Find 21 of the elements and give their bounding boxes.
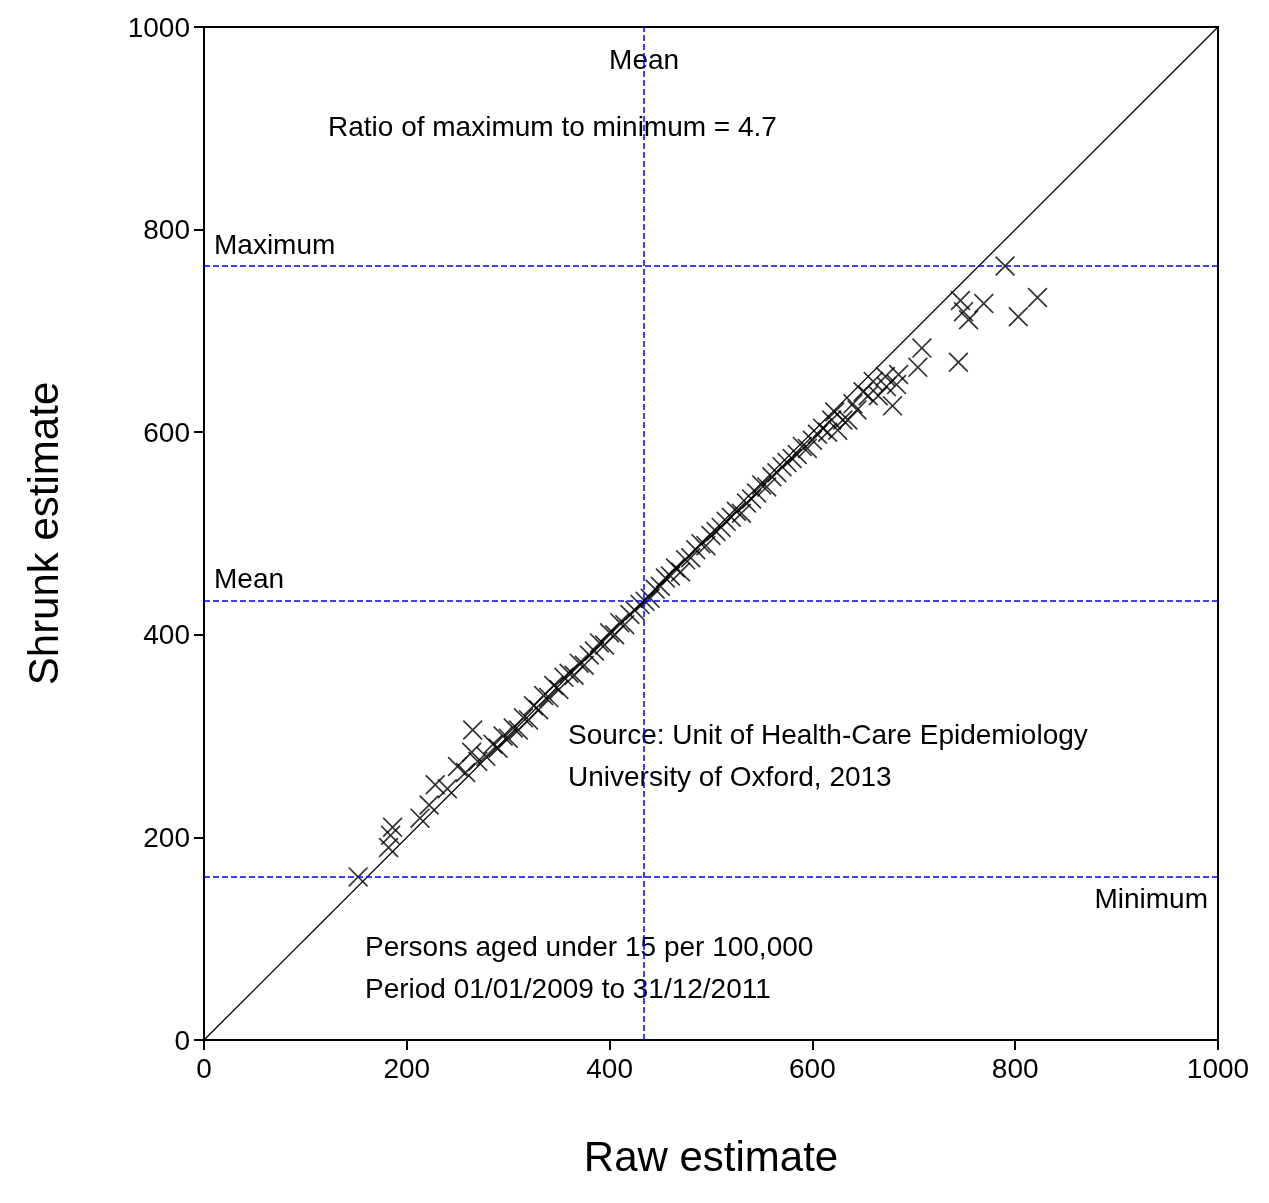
x-tick-label: 0 — [196, 1052, 212, 1084]
ref-line-label: Mean — [214, 562, 285, 594]
y-tick-label: 0 — [174, 1024, 190, 1056]
y-axis-title: Shrunk estimate — [19, 381, 67, 686]
ref-line-label: Mean — [609, 43, 680, 75]
x-tick-label: 800 — [991, 1052, 1039, 1084]
x-tick-label: 200 — [383, 1052, 431, 1084]
ref-line-label: Maximum — [214, 228, 336, 260]
y-tick-label: 1000 — [127, 11, 190, 43]
x-axis-title: Raw estimate — [583, 1132, 839, 1180]
x-tick-label: 600 — [789, 1052, 836, 1084]
ref-line-label: Minimum — [1094, 883, 1208, 915]
annotation: Persons aged under 15 per 100,000 Period 01/01/2009 to 31/12/2011 — [365, 930, 814, 1004]
annotation: Source: Unit of Health-Care Epidemiology University of Oxford, 2013 — [568, 718, 1088, 792]
y-tick-label: 800 — [143, 214, 190, 246]
y-tick-label: 200 — [143, 821, 190, 853]
x-tick-label: 1000 — [1186, 1052, 1250, 1084]
annotation: Ratio of maximum to minimum = 4.7 — [328, 110, 777, 142]
y-tick-label: 600 — [143, 416, 190, 448]
y-tick-label: 400 — [143, 619, 190, 651]
x-tick-label: 400 — [586, 1052, 633, 1084]
